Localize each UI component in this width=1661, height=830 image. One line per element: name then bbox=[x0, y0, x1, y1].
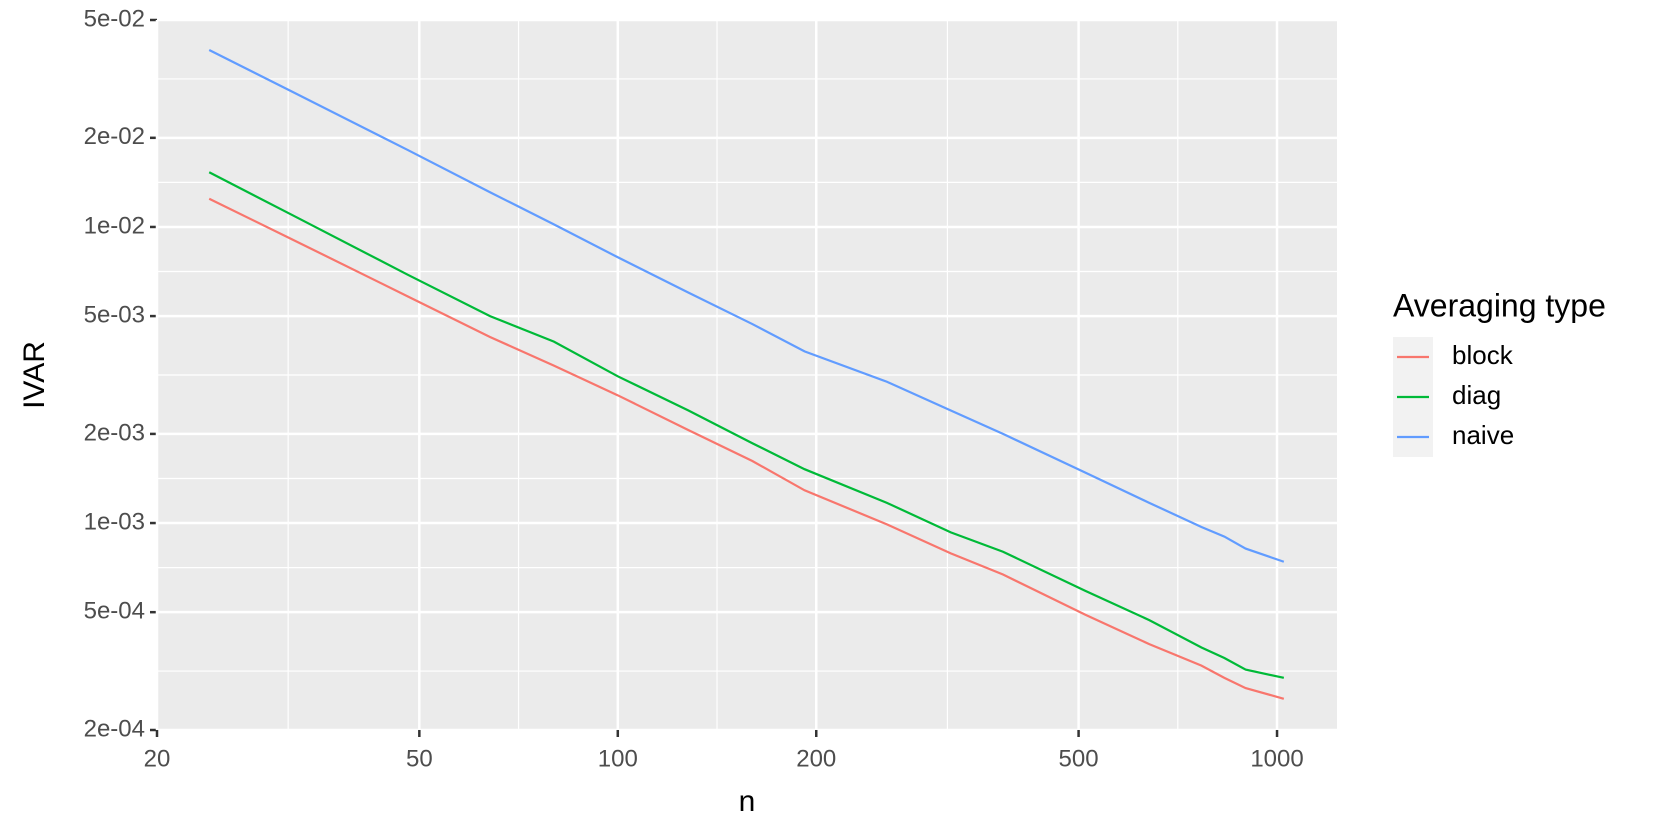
legend-label: naive bbox=[1452, 420, 1514, 450]
x-tick-label: 200 bbox=[796, 745, 836, 772]
y-tick-label: 1e-03 bbox=[84, 508, 145, 535]
y-axis-title: IVAR bbox=[18, 341, 51, 409]
legend-label: diag bbox=[1452, 380, 1501, 410]
x-tick-label: 50 bbox=[406, 745, 433, 772]
y-tick-label: 5e-02 bbox=[84, 5, 145, 32]
legend-label: block bbox=[1452, 340, 1514, 370]
series-line bbox=[208, 197, 1285, 700]
y-tick-label: 2e-03 bbox=[84, 419, 145, 446]
legend-title: Averaging type bbox=[1393, 287, 1606, 323]
y-tick-label: 2e-04 bbox=[84, 715, 145, 742]
series-line bbox=[208, 49, 1285, 563]
x-tick-label: 500 bbox=[1059, 745, 1099, 772]
x-tick-label: 100 bbox=[598, 745, 638, 772]
y-tick-label: 1e-02 bbox=[84, 212, 145, 239]
x-tick-label: 1000 bbox=[1250, 745, 1303, 772]
y-tick-label: 5e-04 bbox=[84, 598, 145, 625]
series-line bbox=[208, 171, 1285, 679]
x-tick-label: 20 bbox=[144, 745, 171, 772]
y-tick-label: 2e-02 bbox=[84, 123, 145, 150]
x-axis-title: n bbox=[739, 785, 756, 818]
y-tick-label: 5e-03 bbox=[84, 301, 145, 328]
